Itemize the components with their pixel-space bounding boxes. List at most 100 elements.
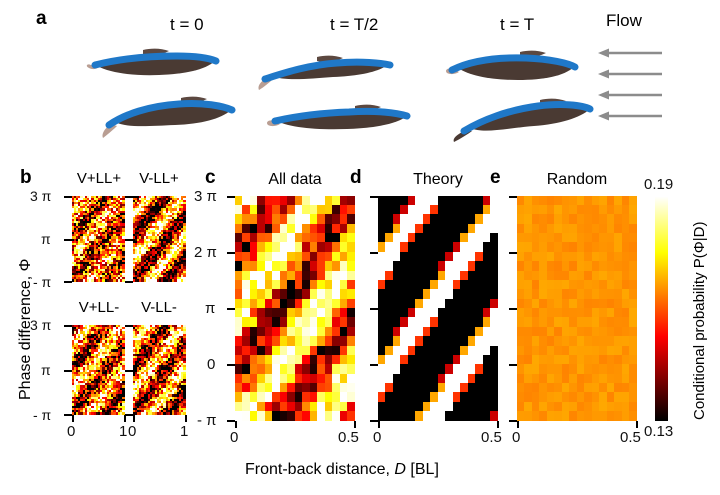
panel-b-xtick-0a: 0: [67, 423, 76, 440]
tick-b-top-4: [125, 196, 133, 198]
tick-b-top-3: [64, 281, 72, 283]
tick-d-y5: [370, 420, 378, 422]
tick-c-y5: [227, 420, 235, 422]
heatmap-theory: [378, 196, 498, 421]
panel-d-title: Theory: [413, 171, 463, 188]
panel-b-ytick-pi-bot: π: [41, 362, 51, 378]
panel-b-subtitle-2: V+LL-: [78, 299, 120, 316]
heatmap-v-plus-ll-plus: [72, 196, 125, 282]
panel-c-xtick-05: 0.5: [338, 429, 359, 446]
panel-b-xtick-0b: 0: [128, 423, 137, 440]
tick-b-x2: [124, 415, 126, 422]
panel-letter-d: d: [350, 167, 362, 188]
heatmap-random: [517, 196, 637, 421]
panel-c-title: All data: [268, 171, 322, 188]
panel-c-ytick-3pi: 3 π: [194, 188, 217, 205]
flow-arrow-4: [598, 111, 662, 121]
tick-e-y3: [509, 308, 517, 310]
colorbar-axis-label: Conditional probability P(Φ|D): [691, 221, 708, 420]
fish-pair-tT: [445, 50, 594, 142]
flow-arrow-2: [598, 69, 662, 79]
panel-c-xtick-0: 0: [230, 429, 239, 446]
fish-top-tT2: [258, 55, 394, 90]
x-axis-label-main: Front-back distance,: [245, 461, 390, 478]
x-axis-label-unit: [BL]: [410, 461, 439, 478]
colorbar-max-label: 0.19: [644, 176, 674, 193]
flow-arrow-1: [598, 48, 662, 58]
panel-a-timepoint-2: t = T: [500, 15, 535, 34]
panel-letter-c: c: [205, 167, 216, 188]
tick-c-x2: [354, 421, 356, 428]
tick-c-y1: [227, 196, 235, 198]
panel-b-subtitle-0: V+LL+: [76, 170, 122, 187]
tick-b-bot-1: [64, 325, 72, 327]
fish-bottom-tT2: [266, 104, 411, 130]
fish-top-t0: [86, 48, 220, 76]
tick-b-bot-2: [64, 370, 72, 372]
panel-d-xtick-0: 0: [373, 429, 382, 446]
tick-b-x1: [72, 415, 74, 422]
panel-c-ytick-2pi: 2 π: [194, 244, 217, 261]
tick-e-y1: [509, 196, 517, 198]
heatmap-v-minus-ll-minus: [133, 325, 186, 415]
tick-e-y2: [509, 252, 517, 254]
tick-e-y5: [509, 420, 517, 422]
flow-label: Flow: [606, 11, 642, 30]
panel-letter-a: a: [36, 8, 47, 29]
panel-b-ytick-3pi-bot: 3 π: [30, 317, 52, 333]
tick-b-bot-6: [125, 414, 133, 416]
tick-e-x1: [517, 421, 519, 428]
panel-c-ytick-negpi: - π: [197, 412, 217, 429]
y-axis-label-main: Phase difference,: [17, 275, 34, 400]
panel-letter-e: e: [490, 167, 501, 188]
tick-b-bot-4: [125, 325, 133, 327]
heatmap-all-data: [235, 196, 355, 421]
panel-b-xtick-1b: 1: [180, 423, 189, 440]
x-axis-label: Front-back distance, D [BL]: [245, 462, 439, 478]
y-axis-label-symbol: Φ: [17, 258, 34, 272]
flow-arrow-3: [598, 90, 662, 100]
tick-c-x1: [235, 421, 237, 428]
panel-e-title: Random: [546, 171, 608, 188]
panel-a-timepoint-0: t = 0: [170, 15, 204, 34]
panel-b-ytick-negpi-top: - π: [33, 274, 52, 290]
fish-pair-t0: [86, 48, 236, 138]
tick-c-y2: [227, 252, 235, 254]
tick-b-bot-5: [125, 370, 133, 372]
tick-b-top-6: [125, 281, 133, 283]
flow-arrows: [598, 48, 662, 121]
tick-b-top-5: [125, 239, 133, 241]
tick-b-top-1: [64, 196, 72, 198]
tick-e-x2: [636, 421, 638, 428]
tick-d-x1: [378, 421, 380, 428]
panel-a-timepoint-1: t = T/2: [330, 15, 379, 34]
panel-b-xtick-1a: 1: [119, 423, 128, 440]
panel-e-xtick-0: 0: [512, 429, 521, 446]
tick-b-top-2: [64, 239, 72, 241]
panel-b-subtitle-3: V-LL-: [141, 299, 177, 316]
colorbar-min-label: 0.13: [644, 423, 674, 440]
fish-bottom-t0: [102, 96, 236, 138]
heatmap-v-minus-ll-plus: [133, 196, 186, 282]
tick-d-y2: [370, 252, 378, 254]
panel-letter-b: b: [20, 167, 32, 188]
x-axis-label-symbol: D: [394, 461, 406, 478]
panel-b-ytick-pi-top: π: [41, 231, 51, 247]
tick-c-y4: [227, 364, 235, 366]
panel-b-ytick-negpi-bot: - π: [33, 407, 52, 423]
tick-c-y3: [227, 308, 235, 310]
fish-bottom-tT: [453, 98, 594, 142]
heatmap-v-plus-ll-minus: [72, 325, 125, 415]
panel-e-xtick-05: 0.5: [620, 429, 641, 446]
tick-d-y4: [370, 364, 378, 366]
tick-b-x3: [133, 415, 135, 422]
tick-d-y1: [370, 196, 378, 198]
panel-b-subtitle-1: V-LL+: [139, 170, 179, 187]
fish-pair-tT2: [258, 55, 411, 130]
colorbar: [655, 196, 668, 421]
panel-d-xtick-05: 0.5: [481, 429, 502, 446]
tick-b-bot-3: [64, 414, 72, 416]
tick-b-x4: [185, 415, 187, 422]
tick-d-y3: [370, 308, 378, 310]
